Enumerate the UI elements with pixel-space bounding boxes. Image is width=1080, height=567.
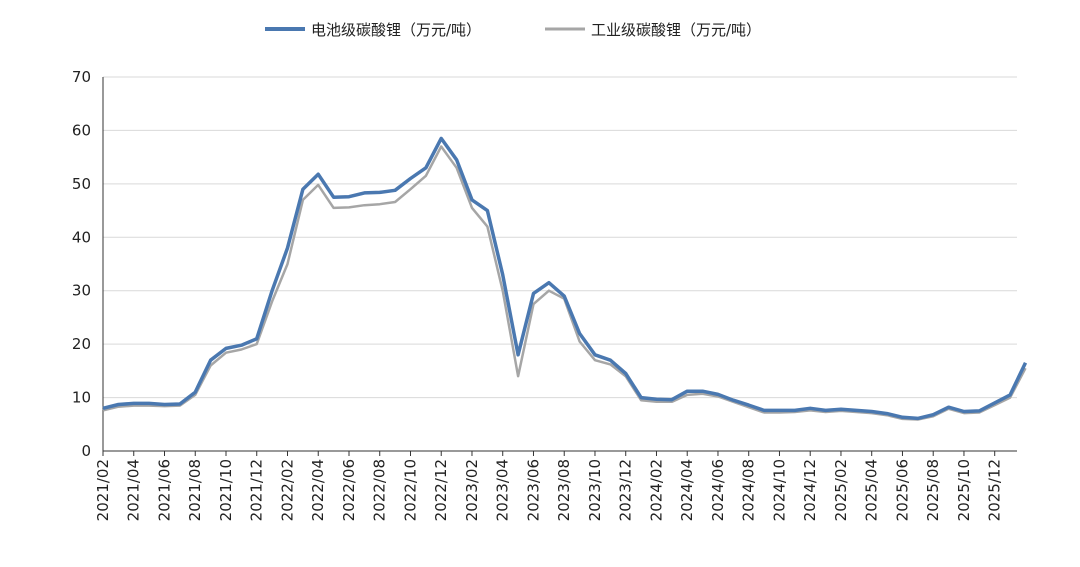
x-tick-label: 2024/08 <box>740 459 758 521</box>
y-tick-label: 20 <box>72 335 91 353</box>
y-tick-label: 10 <box>72 389 91 407</box>
x-tick-label: 2021/08 <box>186 459 204 521</box>
x-tick-label: 2022/04 <box>309 459 327 521</box>
x-tick-label: 2021/02 <box>94 459 112 521</box>
y-tick-label: 40 <box>72 228 91 246</box>
x-tick-label: 2022/06 <box>340 459 358 521</box>
x-tick-label: 2021/06 <box>155 459 173 521</box>
x-tick-label: 2024/02 <box>647 459 665 521</box>
y-tick-label: 0 <box>81 442 91 460</box>
x-tick-label: 2022/10 <box>401 459 419 521</box>
x-tick-label: 2021/12 <box>248 459 266 521</box>
x-tick-label: 2023/02 <box>463 459 481 521</box>
x-tick-label: 2024/04 <box>678 459 696 521</box>
x-tick-label: 2023/12 <box>617 459 635 521</box>
x-tick-label: 2025/02 <box>832 459 850 521</box>
y-tick-label: 60 <box>72 121 91 139</box>
x-tick-label: 2023/08 <box>555 459 573 521</box>
x-tick-label: 2025/10 <box>955 459 973 521</box>
legend-label: 电池级碳酸锂（万元/吨） <box>311 21 481 39</box>
x-tick-label: 2023/04 <box>494 459 512 521</box>
x-tick-label: 2024/10 <box>770 459 788 521</box>
x-tick-label: 2023/10 <box>586 459 604 521</box>
y-tick-label: 30 <box>72 282 91 300</box>
x-tick-label: 2022/08 <box>371 459 389 521</box>
x-tick-label: 2025/06 <box>893 459 911 521</box>
x-tick-label: 2025/04 <box>863 459 881 521</box>
series-line <box>102 145 1027 421</box>
x-tick-label: 2025/08 <box>924 459 942 521</box>
y-tick-label: 70 <box>72 68 91 86</box>
x-tick-label: 2021/10 <box>217 459 235 521</box>
series-line <box>102 136 1028 421</box>
y-tick-label: 50 <box>72 175 91 193</box>
x-tick-label: 2023/06 <box>524 459 542 521</box>
x-tick-label: 2021/04 <box>125 459 143 521</box>
x-tick-label: 2024/12 <box>801 459 819 521</box>
x-tick-label: 2022/02 <box>278 459 296 521</box>
x-tick-label: 2024/06 <box>709 459 727 521</box>
x-tick-label: 2025/12 <box>986 459 1004 521</box>
legend-label: 工业级碳酸锂（万元/吨） <box>591 21 761 39</box>
x-tick-label: 2022/12 <box>432 459 450 521</box>
